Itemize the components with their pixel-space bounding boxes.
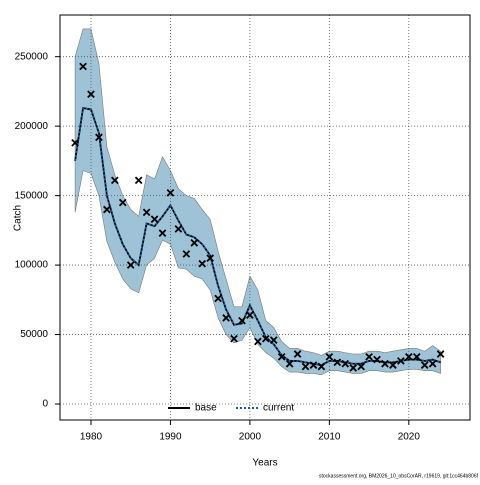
observation-marker <box>436 350 445 358</box>
observation-marker <box>238 316 246 325</box>
observation-marker <box>397 357 405 365</box>
y-tick-label: 100000 <box>15 260 49 271</box>
observation-marker <box>301 362 310 371</box>
observation-marker <box>404 352 413 361</box>
observation-marker <box>150 215 159 224</box>
observation-marker <box>79 62 87 71</box>
x-axis-label: Years <box>252 458 277 469</box>
observation-marker <box>428 359 437 368</box>
y-tick-label: 0 <box>42 399 48 410</box>
x-tick-label: 1980 <box>80 432 103 443</box>
observation-marker <box>71 138 79 147</box>
observation-marker <box>214 294 222 303</box>
observation-marker <box>317 362 326 371</box>
observation-marker <box>277 352 286 361</box>
observation-marker <box>389 361 397 369</box>
observation-marker <box>333 358 342 367</box>
y-tick-label: 50000 <box>20 329 48 340</box>
observation-marker <box>261 334 270 343</box>
y-axis-label: Catch <box>13 205 24 231</box>
y-tick-label: 250000 <box>15 51 49 62</box>
observation-marker <box>349 364 358 372</box>
observation-marker <box>230 334 238 343</box>
confidence-band <box>74 28 441 376</box>
x-tick-label: 1990 <box>159 432 182 443</box>
observation-marker <box>357 362 365 371</box>
observation-marker <box>134 176 143 185</box>
observation-marker <box>198 259 207 268</box>
plot-frame <box>59 14 471 421</box>
observation-marker <box>126 261 135 269</box>
observation-marker <box>285 359 294 368</box>
observation-marker <box>182 250 191 258</box>
observation-marker <box>254 337 262 346</box>
observation-marker <box>341 359 350 368</box>
observation-marker <box>166 189 175 197</box>
y-tick-label: 200000 <box>15 121 49 132</box>
observation-marker <box>110 176 119 185</box>
observation-marker <box>158 229 167 237</box>
observation-marker <box>373 355 381 364</box>
observation-marker <box>293 350 302 358</box>
observation-marker <box>412 352 421 361</box>
observation-marker <box>246 311 254 319</box>
observation-marker <box>381 359 389 368</box>
observation-marker <box>309 361 318 369</box>
x-tick-label: 2000 <box>239 432 262 443</box>
legend-label: base <box>195 403 217 414</box>
footer: stockassessment.org, BM2026_10_obsCorAR,… <box>319 473 479 479</box>
observation-marker <box>190 239 199 247</box>
observation-marker <box>95 133 103 142</box>
x-tick-label: 2020 <box>398 432 421 443</box>
x-tick-label: 2010 <box>318 432 341 443</box>
observation-marker <box>103 205 111 214</box>
observation-marker <box>118 198 127 207</box>
observation-marker <box>325 352 334 361</box>
observation-marker <box>365 352 373 361</box>
observation-marker <box>269 336 278 344</box>
observation-marker <box>87 90 95 99</box>
observation-marker <box>222 314 230 322</box>
observation-marker <box>206 254 215 262</box>
legend-label: current <box>263 403 294 414</box>
observation-marker <box>420 361 429 369</box>
observation-marker <box>142 208 151 217</box>
observation-marker <box>174 225 183 233</box>
y-tick-label: 150000 <box>15 190 49 201</box>
